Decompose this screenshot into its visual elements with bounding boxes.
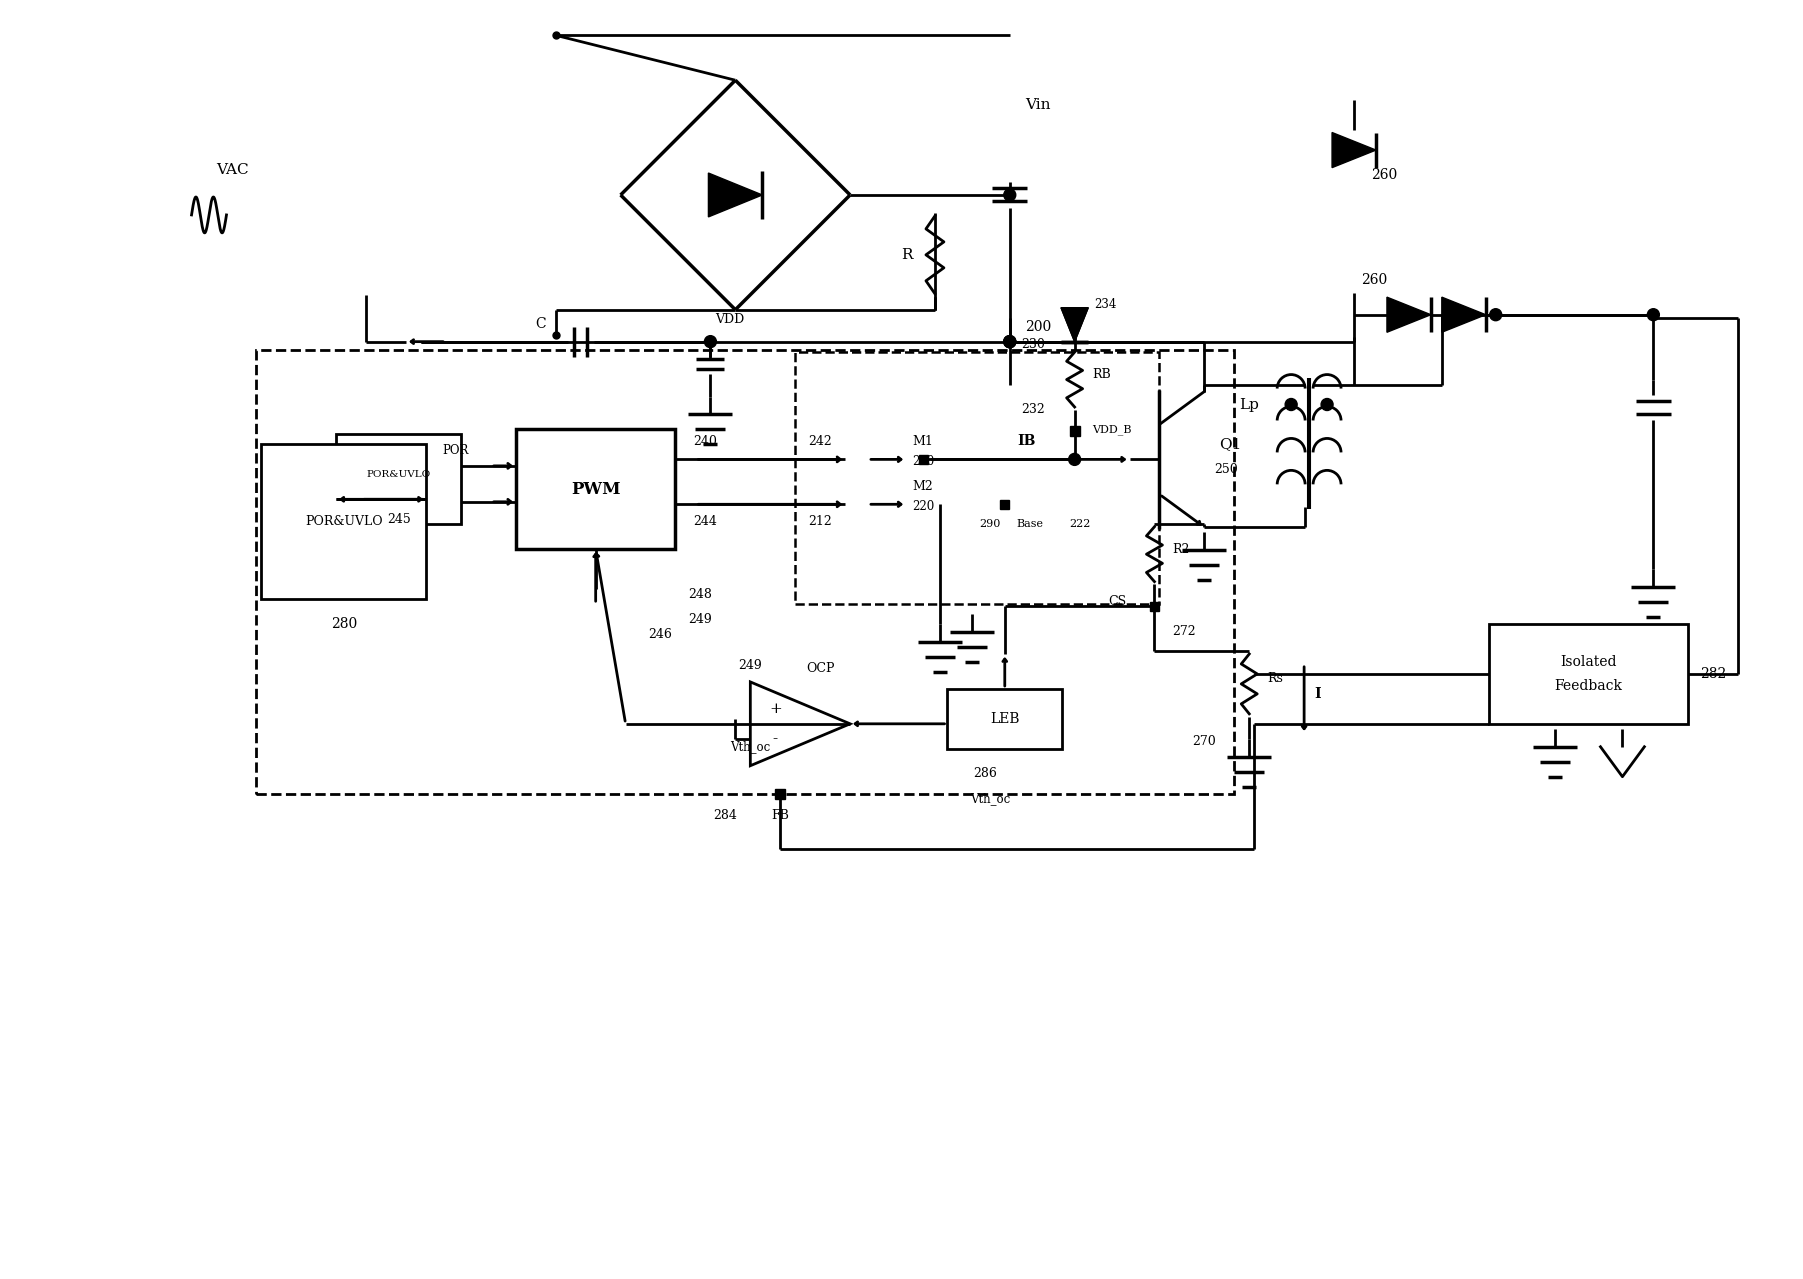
Text: VDD_B: VDD_B (1093, 425, 1132, 435)
Bar (261, 444, 426, 599)
Text: 200: 200 (1024, 320, 1051, 334)
Text: M1: M1 (912, 435, 934, 448)
Polygon shape (1060, 308, 1089, 341)
Bar (920, 455, 929, 464)
Text: Vin: Vin (1024, 98, 1049, 113)
Circle shape (1286, 399, 1296, 411)
Polygon shape (1442, 297, 1486, 333)
Text: Vth_oc: Vth_oc (970, 792, 1010, 806)
Text: POR&UVLO: POR&UVLO (305, 515, 382, 528)
Text: 290: 290 (979, 519, 1001, 530)
Circle shape (1004, 335, 1015, 348)
Bar (256, 349, 1235, 794)
Polygon shape (709, 173, 763, 217)
Polygon shape (1387, 297, 1432, 333)
Bar (516, 430, 676, 549)
Bar (1001, 500, 1010, 509)
Text: 232: 232 (1020, 403, 1044, 416)
Polygon shape (1332, 133, 1376, 168)
Bar (1069, 426, 1080, 436)
Text: C: C (535, 317, 546, 331)
Text: OCP: OCP (806, 663, 835, 675)
Circle shape (705, 335, 716, 348)
Text: Vth_oc: Vth_oc (730, 741, 770, 753)
Circle shape (1322, 399, 1332, 411)
Text: 222: 222 (1069, 519, 1091, 530)
Text: 272: 272 (1172, 624, 1195, 637)
Text: IB: IB (1017, 435, 1037, 449)
Bar (335, 435, 462, 524)
Text: 240: 240 (694, 435, 718, 448)
Text: LEB: LEB (990, 712, 1019, 725)
Text: 234: 234 (1094, 298, 1116, 311)
Text: R: R (902, 248, 912, 262)
Text: I: I (1314, 687, 1322, 701)
Text: 286: 286 (974, 767, 997, 780)
Text: M2: M2 (912, 480, 934, 492)
Text: 244: 244 (694, 514, 718, 528)
Text: RB: RB (1093, 368, 1111, 381)
Text: VDD: VDD (716, 313, 745, 326)
Text: 249: 249 (739, 660, 763, 673)
Text: 246: 246 (649, 628, 673, 641)
Text: -: - (773, 732, 777, 746)
Text: R2: R2 (1172, 542, 1190, 555)
Bar (947, 689, 1062, 748)
Text: 242: 242 (808, 435, 831, 448)
Text: 284: 284 (714, 810, 737, 822)
Text: 230: 230 (1020, 338, 1044, 352)
Text: 250: 250 (1213, 463, 1239, 476)
Text: POR: POR (444, 444, 469, 458)
Bar (1489, 624, 1688, 724)
Bar (795, 352, 1159, 604)
Text: Base: Base (1017, 519, 1044, 530)
Text: Q1: Q1 (1219, 437, 1242, 451)
Circle shape (1004, 335, 1015, 348)
Text: Rs: Rs (1268, 673, 1284, 686)
Text: POR&UVLO: POR&UVLO (366, 469, 431, 478)
Text: Isolated: Isolated (1560, 655, 1617, 669)
Polygon shape (1060, 308, 1089, 341)
Bar (1150, 601, 1159, 610)
Text: 212: 212 (808, 514, 831, 528)
Circle shape (1004, 335, 1015, 348)
Circle shape (1069, 453, 1080, 466)
Text: FB: FB (772, 810, 790, 822)
Text: 282: 282 (1700, 666, 1727, 680)
Bar (775, 789, 786, 798)
Text: 280: 280 (330, 616, 357, 631)
Text: CS: CS (1109, 595, 1127, 608)
Text: 220: 220 (912, 500, 934, 513)
Circle shape (1489, 308, 1502, 321)
Text: 248: 248 (689, 587, 712, 601)
Circle shape (1004, 189, 1015, 201)
Text: Lp: Lp (1239, 398, 1258, 412)
Text: VAC: VAC (216, 162, 249, 177)
Text: 210: 210 (912, 455, 934, 468)
Text: 260: 260 (1370, 168, 1397, 182)
Text: +: + (768, 702, 783, 716)
Text: 245: 245 (388, 513, 411, 526)
Text: 260: 260 (1361, 272, 1387, 286)
Circle shape (1648, 308, 1659, 321)
Text: 249: 249 (689, 613, 712, 625)
Text: 270: 270 (1192, 735, 1217, 748)
Text: PWM: PWM (572, 481, 620, 498)
Text: Feedback: Feedback (1554, 679, 1623, 693)
